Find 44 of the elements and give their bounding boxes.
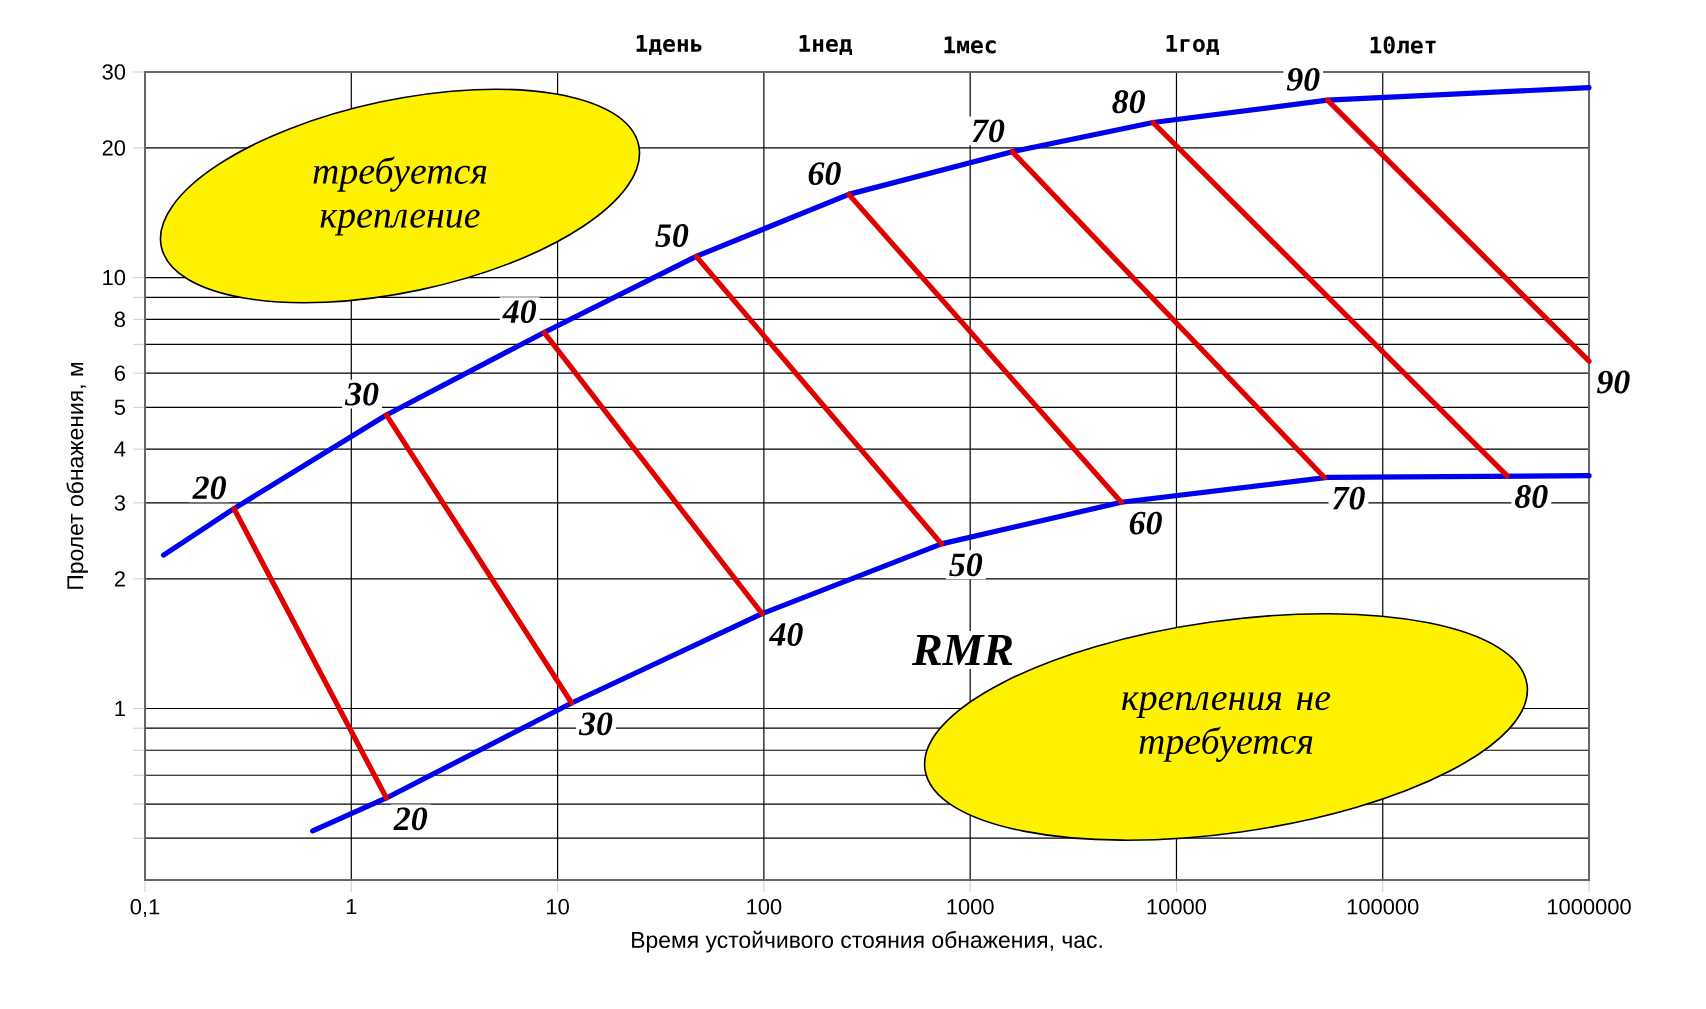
y-tick-label: 1 <box>115 700 125 717</box>
annotation: крепления не требуется <box>1122 692 1331 762</box>
annotation: 30 <box>578 712 613 736</box>
annotation: RMR <box>912 634 1013 665</box>
text: 1день <box>636 35 702 55</box>
y-tick-label: 3 <box>114 495 125 511</box>
annotation: 90 <box>1596 370 1630 394</box>
y-tick-label: 20 <box>102 140 126 156</box>
annotation: 20 <box>393 807 428 831</box>
y-axis-title: Пролет обнажения, м <box>66 362 88 589</box>
x-tick-label: 10 <box>547 899 569 915</box>
annotation: 70 <box>1332 486 1365 510</box>
text: 1мес <box>944 36 996 54</box>
y-tick-label: 4 <box>114 441 126 457</box>
annotation: 20 <box>192 476 226 500</box>
annotation: 60 <box>1129 511 1162 535</box>
text: 10лет <box>1370 36 1436 54</box>
x-axis-title: Время устойчивого стояния обнажения, час. <box>632 930 1102 953</box>
y-tick-label: 30 <box>102 64 126 80</box>
annotation: 80 <box>1514 485 1548 508</box>
annotation: 50 <box>655 224 689 247</box>
annotation: 50 <box>949 553 983 577</box>
x-tick-label: 10000 <box>1147 899 1207 915</box>
text: 1нед <box>799 35 853 55</box>
y-tick-label: 10 <box>103 269 126 286</box>
annotation: 40 <box>502 300 537 324</box>
annotation: 30 <box>344 382 379 406</box>
y-tick-label: 5 <box>114 399 126 415</box>
annotation: требуется крепление <box>313 156 487 236</box>
annotation: 80 <box>1112 90 1146 114</box>
x-tick-label: 0,1 <box>130 899 160 918</box>
x-tick-label: 100 <box>747 899 782 915</box>
x-tick-label: 1000000 <box>1548 899 1631 915</box>
annotation: 40 <box>768 623 803 646</box>
x-tick-label: 1000 <box>947 899 994 915</box>
y-tick-label: 8 <box>114 311 125 328</box>
annotation: 90 <box>1286 67 1320 91</box>
y-tick-label: 6 <box>114 365 125 381</box>
x-tick-label: 100000 <box>1347 899 1419 915</box>
text: 1год <box>1166 35 1220 55</box>
y-tick-label: 2 <box>114 571 125 587</box>
x-tick-label: 1 <box>346 899 357 915</box>
annotation: 70 <box>972 119 1005 143</box>
annotation: 60 <box>808 162 841 185</box>
